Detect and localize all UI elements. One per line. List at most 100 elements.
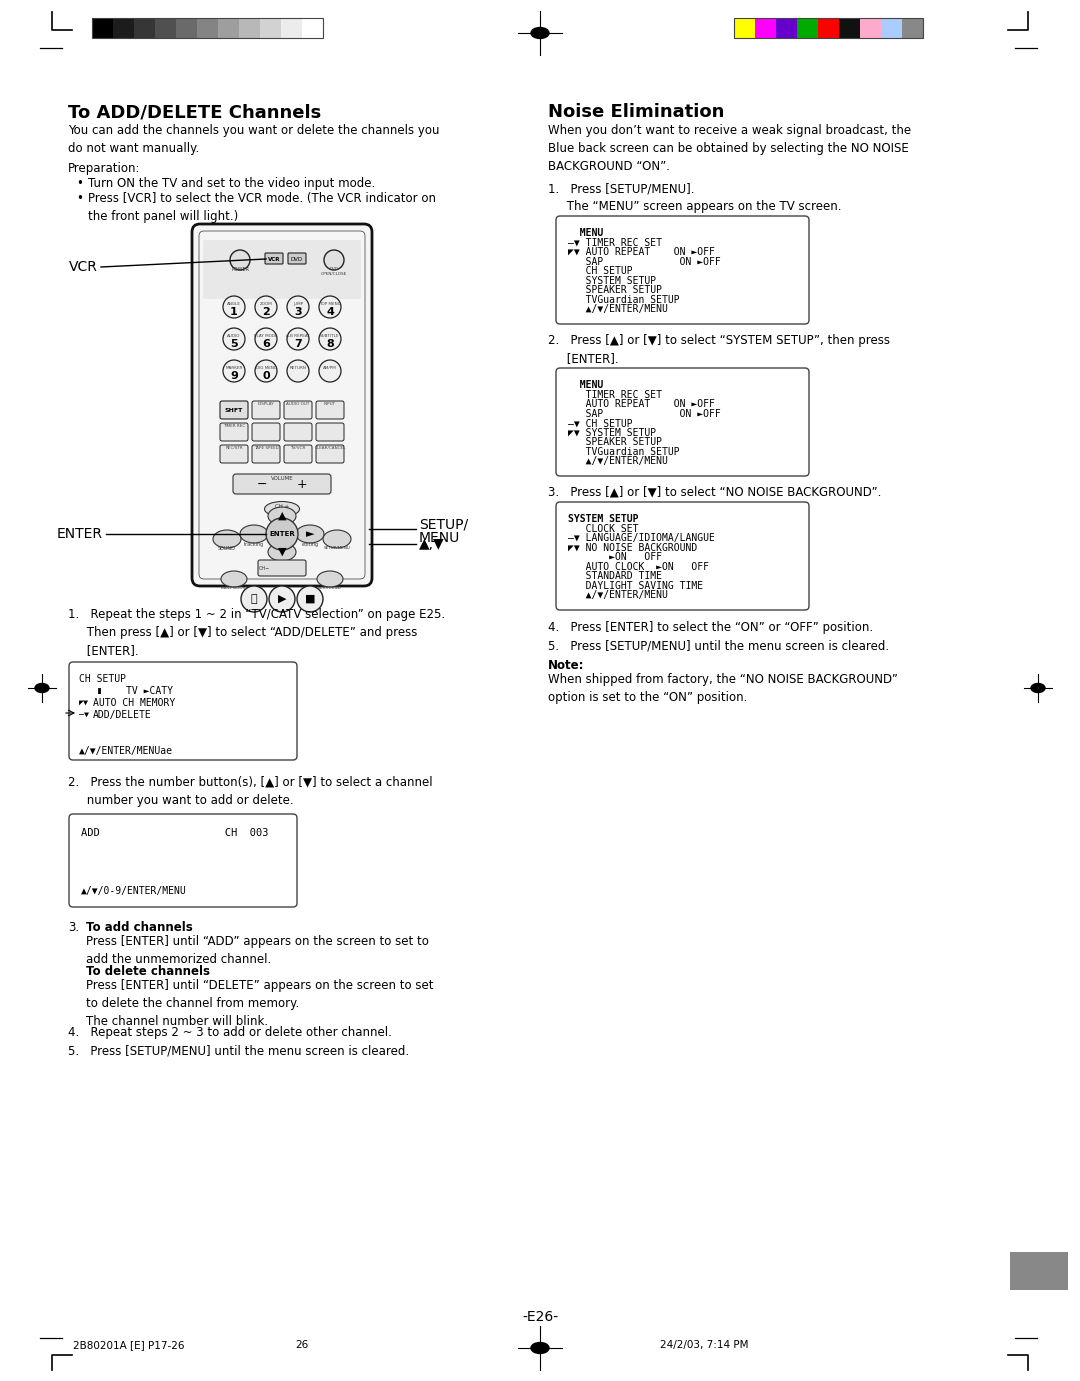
Text: AUTO CH MEMORY: AUTO CH MEMORY	[93, 697, 175, 708]
Text: 2B80201A [E] P17-26: 2B80201A [E] P17-26	[73, 1340, 185, 1351]
Text: Press [VCR] to select the VCR mode. (The VCR indicator on
the front panel will l: Press [VCR] to select the VCR mode. (The…	[87, 192, 436, 222]
FancyBboxPatch shape	[316, 445, 345, 463]
Text: ◤▼: ◤▼	[79, 697, 89, 707]
Text: REC/STR: REC/STR	[225, 446, 243, 450]
Text: AUDIO: AUDIO	[227, 334, 241, 338]
Bar	[734, 18, 755, 39]
Text: ◤▼ NO NOISE BACKGROUND: ◤▼ NO NOISE BACKGROUND	[568, 543, 698, 552]
Text: 2: 2	[262, 307, 270, 318]
FancyBboxPatch shape	[556, 503, 809, 610]
Text: 5.   Press [SETUP/MENU] until the menu screen is cleared.: 5. Press [SETUP/MENU] until the menu scr…	[68, 1044, 409, 1056]
FancyBboxPatch shape	[192, 224, 372, 586]
Ellipse shape	[268, 507, 296, 525]
Text: TIMER REC: TIMER REC	[222, 424, 245, 428]
Bar	[302, 18, 323, 39]
Bar	[92, 18, 113, 39]
Bar	[134, 18, 156, 39]
Text: ►: ►	[306, 529, 314, 539]
Text: To delete channels: To delete channels	[86, 965, 210, 978]
Bar	[818, 18, 839, 39]
FancyBboxPatch shape	[265, 253, 283, 264]
Text: —▼: —▼	[79, 710, 89, 720]
Bar	[1010, 1253, 1068, 1290]
Text: MENU: MENU	[568, 380, 604, 389]
Text: When shipped from factory, the “NO NOISE BACKGROUND”
option is set to the “ON” p: When shipped from factory, the “NO NOISE…	[548, 673, 897, 704]
Text: +: +	[297, 478, 308, 490]
Text: SOUND: SOUND	[218, 545, 235, 551]
Text: 4.   Press [ENTER] to select the “ON” or “OFF” position.: 4. Press [ENTER] to select the “ON” or “…	[548, 621, 873, 634]
Ellipse shape	[1031, 684, 1045, 692]
Text: BASE BOOST: BASE BOOST	[220, 586, 247, 590]
Bar	[777, 18, 797, 39]
Circle shape	[241, 586, 267, 612]
Text: •: •	[76, 192, 83, 204]
Text: 5.   Press [SETUP/MENU] until the menu screen is cleared.: 5. Press [SETUP/MENU] until the menu scr…	[548, 639, 889, 652]
Text: ADD                    CH  003: ADD CH 003	[81, 829, 269, 838]
Text: CH SETUP: CH SETUP	[568, 267, 633, 276]
Ellipse shape	[221, 570, 247, 587]
Ellipse shape	[240, 525, 268, 543]
Text: 3.: 3.	[68, 921, 79, 934]
Text: SETUP/: SETUP/	[419, 516, 468, 532]
Text: ▶: ▶	[278, 594, 286, 603]
Text: AM/PM: AM/PM	[323, 366, 337, 370]
Ellipse shape	[35, 684, 49, 692]
Text: TAPE SPEED: TAPE SPEED	[254, 446, 279, 450]
Circle shape	[287, 360, 309, 383]
Text: Noise Elimination: Noise Elimination	[548, 104, 725, 122]
Text: 1.   Press [SETUP/MENU].
     The “MENU” screen appears on the TV screen.: 1. Press [SETUP/MENU]. The “MENU” screen…	[548, 182, 841, 213]
Text: PLAY MODE: PLAY MODE	[254, 334, 278, 338]
Circle shape	[222, 329, 245, 349]
Text: ▲/▼/ENTER/MENU: ▲/▼/ENTER/MENU	[568, 457, 667, 467]
Text: ▮    TV ►CATY: ▮ TV ►CATY	[79, 686, 173, 696]
FancyBboxPatch shape	[556, 367, 809, 476]
Text: tracking: tracking	[244, 541, 265, 547]
Text: OPEN/CLOSE: OPEN/CLOSE	[321, 272, 347, 276]
Ellipse shape	[268, 543, 296, 561]
Text: Press [ENTER] until “DELETE” appears on the screen to set
to delete the channel : Press [ENTER] until “DELETE” appears on …	[86, 979, 433, 1027]
Text: MARKER: MARKER	[226, 366, 243, 370]
Bar	[92, 18, 323, 39]
Text: DVD: DVD	[291, 257, 303, 261]
FancyBboxPatch shape	[252, 423, 280, 441]
Circle shape	[297, 586, 323, 612]
Text: 7: 7	[294, 338, 302, 349]
Text: ▲/▼/ENTER/MENU: ▲/▼/ENTER/MENU	[568, 591, 667, 601]
Text: TVGuardian SETUP: TVGuardian SETUP	[568, 447, 679, 457]
Bar	[156, 18, 176, 39]
Text: 6: 6	[262, 338, 270, 349]
Circle shape	[222, 296, 245, 318]
Text: AUTO CLOCK  ►ON   OFF: AUTO CLOCK ►ON OFF	[568, 562, 708, 572]
FancyBboxPatch shape	[258, 561, 306, 576]
Text: −: −	[257, 478, 267, 490]
Text: ▲/▼/ENTER/MENU: ▲/▼/ENTER/MENU	[568, 304, 667, 315]
Text: 9: 9	[230, 371, 238, 381]
Text: ZOOM: ZOOM	[259, 302, 272, 307]
Bar	[260, 18, 281, 39]
Text: •: •	[76, 177, 83, 191]
Text: SETUP/MENU: SETUP/MENU	[324, 545, 350, 550]
Text: Turn ON the TV and set to the video input mode.: Turn ON the TV and set to the video inpu…	[87, 177, 375, 191]
Circle shape	[319, 360, 341, 383]
Circle shape	[222, 360, 245, 383]
Circle shape	[255, 360, 276, 383]
Text: MENU: MENU	[568, 228, 604, 238]
Text: POWER: POWER	[231, 267, 249, 272]
Text: TOP MENU: TOP MENU	[320, 302, 341, 307]
Ellipse shape	[213, 530, 241, 548]
FancyBboxPatch shape	[284, 423, 312, 441]
Ellipse shape	[318, 570, 343, 587]
Text: -E26-: -E26-	[522, 1311, 558, 1324]
Circle shape	[269, 586, 295, 612]
Text: SYSTEM SETUP: SYSTEM SETUP	[568, 514, 638, 523]
Text: VCR: VCR	[268, 257, 280, 261]
Text: 5: 5	[230, 338, 238, 349]
Text: 4: 4	[326, 307, 334, 318]
Text: When you don’t want to receive a weak signal broadcast, the
Blue back screen can: When you don’t want to receive a weak si…	[548, 124, 912, 173]
Text: ADD/DELETE: ADD/DELETE	[93, 710, 152, 720]
Text: ▲/▼/ENTER/MENUae: ▲/▼/ENTER/MENUae	[79, 746, 173, 755]
Circle shape	[255, 329, 276, 349]
Text: DIG MENU: DIG MENU	[256, 366, 276, 370]
Text: 2.   Press the number button(s), [▲] or [▼] to select a channel
     number you : 2. Press the number button(s), [▲] or [▼…	[68, 776, 433, 807]
Text: A-B REPEAT: A-B REPEAT	[286, 334, 310, 338]
